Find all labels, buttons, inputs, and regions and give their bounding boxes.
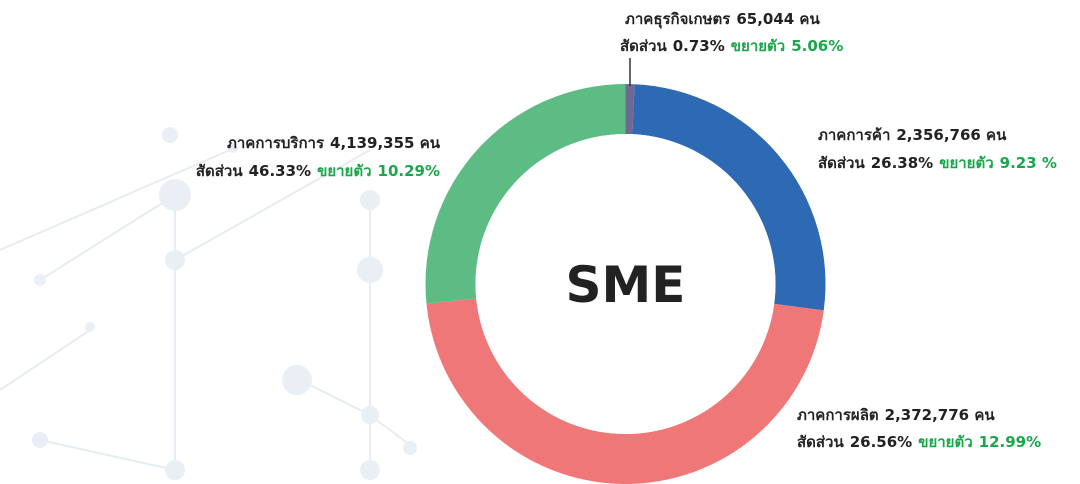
growth-label: 5.06% [791,37,843,55]
share-label: 46.33% [249,162,311,180]
segment-share: สัดส่วน 26.38% ขยายตัว 9.23 % [818,154,1057,172]
growth-prefix: ขยายตัว [918,433,972,451]
category-name: ภาคธุรกิจเกษตร [625,10,731,29]
segment-label: ภาคการบริการ 4,139,355 คน [227,134,441,152]
background-network [0,127,417,480]
segment-label: ภาคการค้า 2,356,766 คน [818,126,1007,144]
segment-label: ภาคธุรกิจเกษตร 65,044 คน [625,10,820,29]
segment-label: ภาคการผลิต 2,372,776 คน [797,406,995,424]
count-label: 2,356,766 คน [896,126,1007,144]
segment-share: สัดส่วน 0.73% ขยายตัว 5.06% [620,37,843,55]
segment-share: สัดส่วน 26.56% ขยายตัว 12.99% [797,433,1041,451]
share-prefix: สัดส่วน [196,162,243,180]
share-label: 26.56% [850,433,912,451]
donut-segment [625,84,635,135]
share-label: 26.38% [871,154,933,172]
count-label: 4,139,355 คน [330,134,441,152]
share-label: 0.73% [673,37,725,55]
growth-prefix: ขยายตัว [731,37,785,55]
segment-share: สัดส่วน 46.33% ขยายตัว 10.29% [196,162,440,180]
donut-segment [632,84,826,311]
donut-segment [426,298,824,484]
donut-hole [475,134,776,434]
count-label: 2,372,776 คน [885,406,996,424]
share-prefix: สัดส่วน [818,154,865,172]
growth-prefix: ขยายตัว [939,154,993,172]
share-prefix: สัดส่วน [797,433,844,451]
center-label: SME [566,256,686,314]
labels: ภาคธุรกิจเกษตร 65,044 คนสัดส่วน 0.73% ขยายต… [196,10,1057,451]
growth-label: 10.29% [378,162,440,180]
growth-label: 12.99% [979,433,1041,451]
growth-label: 9.23 % [1000,154,1057,172]
count-label: 65,044 คน [736,10,820,28]
growth-prefix: ขยายตัว [317,162,371,180]
share-prefix: สัดส่วน [620,37,667,55]
category-name: ภาคการค้า [818,126,890,144]
donut-segment [425,84,626,304]
donut [425,84,826,484]
category-name: ภาคการผลิต [797,406,879,424]
category-name: ภาคการบริการ [227,134,325,152]
